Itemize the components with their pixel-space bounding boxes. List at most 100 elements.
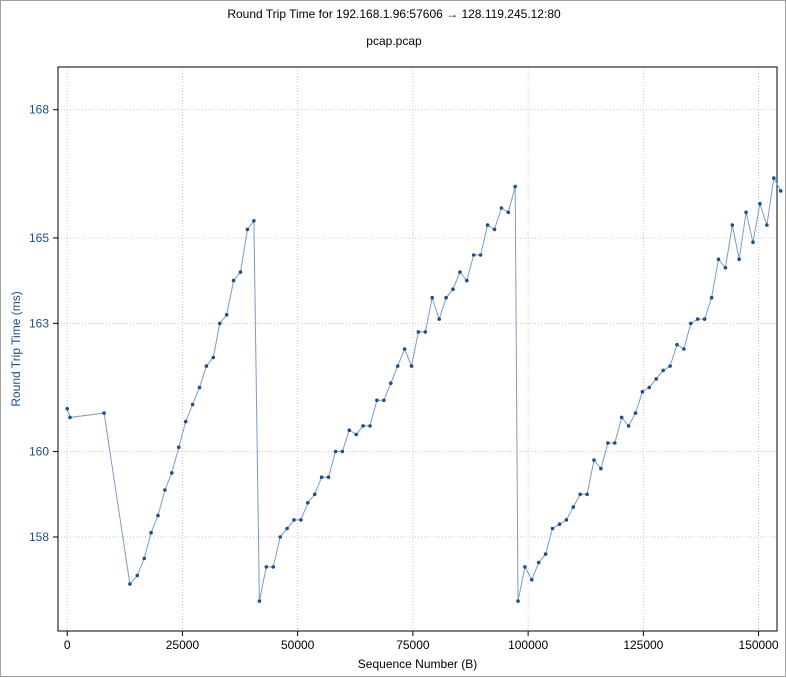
rtt-point bbox=[299, 518, 303, 522]
rtt-point bbox=[142, 556, 146, 561]
rtt-point bbox=[271, 565, 276, 569]
rtt-point bbox=[772, 176, 776, 180]
rtt-point bbox=[238, 270, 243, 274]
rtt-point bbox=[499, 206, 504, 210]
y-tick-label: 163 bbox=[29, 316, 49, 330]
rtt-point bbox=[619, 415, 624, 420]
rtt-point bbox=[744, 210, 748, 215]
rtt-point bbox=[578, 492, 582, 497]
rtt-point bbox=[211, 355, 216, 360]
rtt-point bbox=[613, 441, 617, 445]
rtt-point bbox=[319, 475, 324, 480]
y-axis-ticks: 158 160 163 165 168 bbox=[29, 103, 58, 544]
rtt-point bbox=[702, 317, 707, 321]
rtt-point bbox=[682, 347, 686, 351]
rtt-point bbox=[571, 505, 576, 509]
rtt-point bbox=[765, 223, 769, 227]
rtt-point bbox=[326, 475, 331, 480]
y-tick-label: 168 bbox=[29, 103, 49, 117]
rtt-point bbox=[306, 501, 310, 505]
rtt-point bbox=[423, 330, 428, 334]
rtt-point bbox=[163, 488, 167, 492]
rtt-point bbox=[647, 385, 652, 390]
chart-subtitle: pcap.pcap bbox=[366, 34, 422, 48]
rtt-point bbox=[285, 526, 289, 531]
rtt-point bbox=[564, 518, 569, 522]
x-tick-label: 25000 bbox=[166, 638, 200, 652]
rtt-point bbox=[430, 295, 435, 300]
rtt-point bbox=[190, 402, 195, 407]
rtt-point bbox=[340, 449, 345, 454]
rtt-point bbox=[312, 492, 317, 497]
rtt-point bbox=[492, 227, 497, 232]
rtt-point bbox=[758, 201, 762, 206]
rtt-point bbox=[204, 364, 209, 368]
rtt-point bbox=[536, 560, 541, 565]
rtt-point bbox=[245, 227, 250, 232]
rtt-point bbox=[402, 347, 407, 351]
rtt-point bbox=[516, 599, 520, 603]
rtt-point bbox=[183, 419, 188, 424]
rtt-point bbox=[478, 253, 483, 257]
rtt-point bbox=[689, 321, 693, 326]
x-tick-label: 100000 bbox=[508, 638, 548, 652]
rtt-point bbox=[550, 526, 555, 531]
x-tick-label: 50000 bbox=[281, 638, 315, 652]
rtt-series-line bbox=[66, 176, 782, 602]
rtt-point bbox=[709, 295, 714, 300]
rtt-point bbox=[368, 424, 372, 428]
x-tick-label: 150000 bbox=[739, 638, 779, 652]
x-tick-label: 75000 bbox=[396, 638, 430, 652]
rtt-point bbox=[354, 432, 359, 437]
rtt-point bbox=[409, 364, 414, 368]
rtt-point bbox=[416, 330, 421, 334]
rtt-point bbox=[128, 582, 132, 586]
rtt-point bbox=[156, 513, 160, 518]
x-axis-label: Sequence Number (B) bbox=[358, 657, 477, 671]
rtt-point bbox=[675, 342, 679, 347]
rtt-point bbox=[585, 492, 589, 497]
rtt-point bbox=[292, 518, 296, 522]
rtt-point bbox=[264, 565, 269, 569]
rtt-point bbox=[149, 530, 153, 535]
rtt-point bbox=[695, 317, 700, 321]
rtt-point bbox=[716, 257, 721, 262]
rtt-point bbox=[557, 522, 562, 526]
plot-frame bbox=[57, 66, 778, 632]
y-axis-label: Round Trip Time (ms) bbox=[9, 291, 23, 406]
rtt-point bbox=[633, 411, 638, 415]
rtt-points bbox=[65, 176, 783, 603]
rtt-point bbox=[592, 458, 596, 462]
rtt-point bbox=[437, 317, 442, 321]
rtt-point bbox=[471, 253, 476, 257]
rtt-point bbox=[723, 266, 728, 270]
rtt-point bbox=[451, 287, 455, 292]
rtt-point bbox=[751, 240, 755, 244]
y-tick-label: 165 bbox=[29, 231, 49, 245]
rtt-point bbox=[395, 364, 400, 368]
rtt-point bbox=[444, 295, 448, 300]
rtt-point bbox=[737, 257, 741, 262]
rtt-point bbox=[231, 278, 236, 283]
grid-lines bbox=[58, 67, 777, 631]
rtt-point bbox=[513, 184, 517, 189]
rtt-point bbox=[135, 573, 140, 578]
rtt-point bbox=[506, 210, 511, 215]
rtt-point bbox=[65, 407, 69, 411]
rtt-point bbox=[389, 381, 393, 386]
rtt-point bbox=[654, 377, 658, 381]
rtt-point bbox=[197, 385, 202, 390]
rtt-point bbox=[170, 471, 174, 475]
rtt-point bbox=[252, 219, 256, 223]
rtt-point bbox=[668, 364, 672, 368]
rtt-point bbox=[68, 415, 72, 420]
y-tick-label: 160 bbox=[29, 445, 49, 459]
rtt-point bbox=[458, 270, 462, 274]
rtt-point bbox=[485, 223, 490, 227]
rtt-point bbox=[224, 313, 229, 317]
y-tick-label: 158 bbox=[29, 530, 49, 544]
rtt-point bbox=[661, 368, 665, 373]
rtt-point bbox=[606, 441, 610, 445]
rtt-point bbox=[347, 428, 352, 433]
